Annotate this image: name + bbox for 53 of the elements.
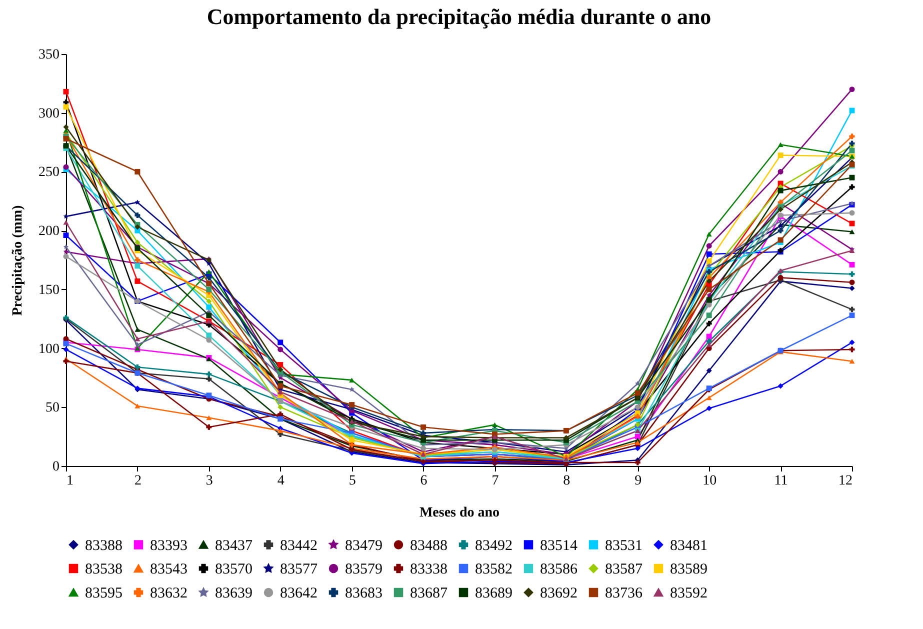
x-tick-label: 7 — [492, 474, 499, 488]
legend-label: 83582 — [475, 562, 512, 578]
legend-label: 83531 — [605, 538, 642, 554]
legend-label: 83587 — [605, 562, 643, 578]
legend-label: 83589 — [670, 562, 708, 578]
legend-label: 83338 — [410, 562, 448, 578]
legend-label: 83577 — [280, 562, 318, 578]
x-tick-label: 6 — [420, 474, 428, 488]
x-tick-label: 2 — [134, 474, 142, 488]
x-tick-label: 12 — [838, 474, 852, 488]
legend-label: 83543 — [150, 562, 188, 578]
x-tick-label: 5 — [348, 474, 356, 488]
legend-label: 83514 — [540, 538, 578, 554]
legend-label: 83736 — [605, 586, 643, 602]
x-tick-label: 9 — [634, 474, 642, 488]
legend-label: 83481 — [670, 538, 708, 554]
y-tick-label: 100 — [38, 342, 60, 357]
x-tick-label: 3 — [206, 474, 213, 488]
legend-label: 83632 — [150, 586, 188, 602]
legend-label: 83488 — [410, 538, 448, 554]
legend-label: 83388 — [85, 538, 122, 554]
x-tick-label: 8 — [563, 474, 570, 488]
legend-label: 83639 — [215, 586, 252, 602]
legend-label: 83442 — [280, 538, 318, 554]
legend-label: 83570 — [215, 562, 252, 578]
y-tick-label: 300 — [38, 106, 60, 122]
legend-label: 83586 — [540, 562, 578, 578]
chart-title: Comportamento da precipitação média durante o ano — [206, 4, 712, 29]
legend-label: 83538 — [85, 562, 122, 578]
legend-label: 83692 — [540, 586, 578, 602]
legend-label: 83687 — [410, 586, 448, 602]
legend-label: 83592 — [670, 586, 708, 602]
legend-label: 83642 — [280, 586, 318, 602]
y-tick-label: 200 — [38, 224, 60, 240]
x-tick-label: 11 — [774, 474, 788, 488]
y-axis-title: Precipitação (mm) — [10, 204, 26, 316]
y-tick-label: 150 — [38, 282, 60, 298]
x-axis-title: Meses do ano — [419, 506, 500, 520]
y-tick-label: 50 — [46, 400, 60, 416]
y-tick-label: 250 — [38, 165, 60, 180]
legend-label: 83492 — [475, 538, 512, 554]
legend-label: 83683 — [345, 586, 382, 602]
y-tick-label: 350 — [38, 48, 60, 62]
legend-label: 83579 — [345, 562, 382, 578]
legend-label: 83479 — [345, 538, 382, 554]
legend-label: 83437 — [215, 538, 253, 554]
x-tick-label: 4 — [277, 474, 284, 488]
legend-label: 83595 — [85, 586, 122, 602]
x-tick-label: 10 — [702, 474, 717, 488]
legend-label: 83689 — [475, 586, 512, 602]
y-tick-label: 0 — [52, 460, 60, 474]
legend-label: 83393 — [150, 538, 188, 554]
x-tick-label: 1 — [66, 474, 74, 488]
